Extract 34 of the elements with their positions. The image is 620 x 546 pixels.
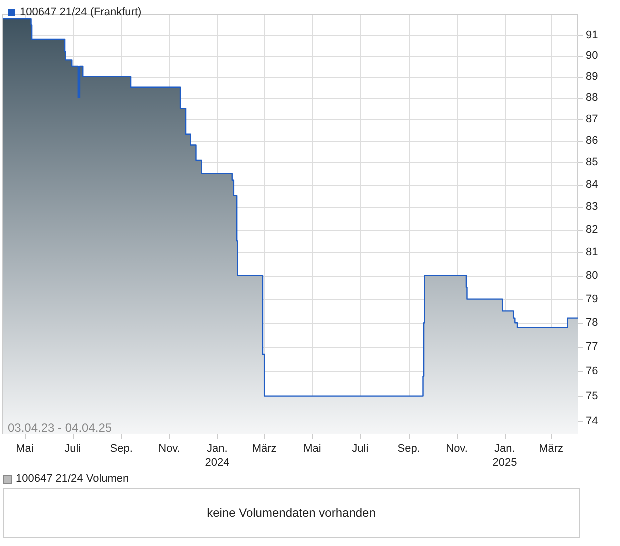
y-tick-label: 87 — [586, 113, 598, 126]
y-tick-label: 86 — [586, 134, 598, 147]
x-tick-label: Juli — [352, 443, 369, 455]
y-tick-label: 80 — [586, 270, 598, 282]
y-tick-label: 83 — [586, 201, 598, 214]
y-tick-label: 77 — [586, 341, 598, 354]
y-tick-label: 79 — [586, 293, 598, 306]
y-tick-label: 82 — [586, 224, 598, 236]
x-tick-label: Mai — [304, 443, 322, 455]
x-tick-label: Juli — [64, 443, 82, 455]
y-tick-label: 90 — [586, 50, 598, 62]
y-tick-label: 91 — [586, 29, 598, 42]
text: keine Volumendaten vorhanden — [3, 488, 580, 538]
x-tick-label: März — [252, 443, 277, 455]
annotation: 03.04.23 - 04.04.25 — [8, 421, 112, 435]
y-tick-label: 78 — [586, 317, 598, 330]
x-tick-label: Nov. — [158, 443, 180, 455]
y-tick-label: 84 — [586, 178, 598, 191]
y-tick-label: 76 — [586, 366, 598, 378]
y-tick-label: 85 — [586, 156, 598, 169]
x-tick-label: Sep. — [398, 443, 420, 455]
x-tick-label: Jan. 2024 — [205, 443, 230, 469]
x-tick-label: Jan. 2025 — [492, 443, 518, 469]
x-tick-label: Nov. — [446, 443, 468, 455]
x-tick-label: Mai — [16, 443, 34, 455]
y-tick-label: 89 — [586, 70, 598, 83]
legend-label: 100647 21/24 (Frankfurt) — [20, 6, 142, 18]
text: 100647 21/24 Volumen — [16, 473, 130, 485]
x-tick-label: März — [539, 443, 564, 455]
y-tick-label: 75 — [586, 390, 598, 402]
y-tick-label: 81 — [586, 246, 598, 259]
y-tick-label: 88 — [586, 92, 598, 104]
x-tick-label: Sep. — [110, 443, 133, 455]
y-tick-label: 74 — [586, 415, 598, 428]
